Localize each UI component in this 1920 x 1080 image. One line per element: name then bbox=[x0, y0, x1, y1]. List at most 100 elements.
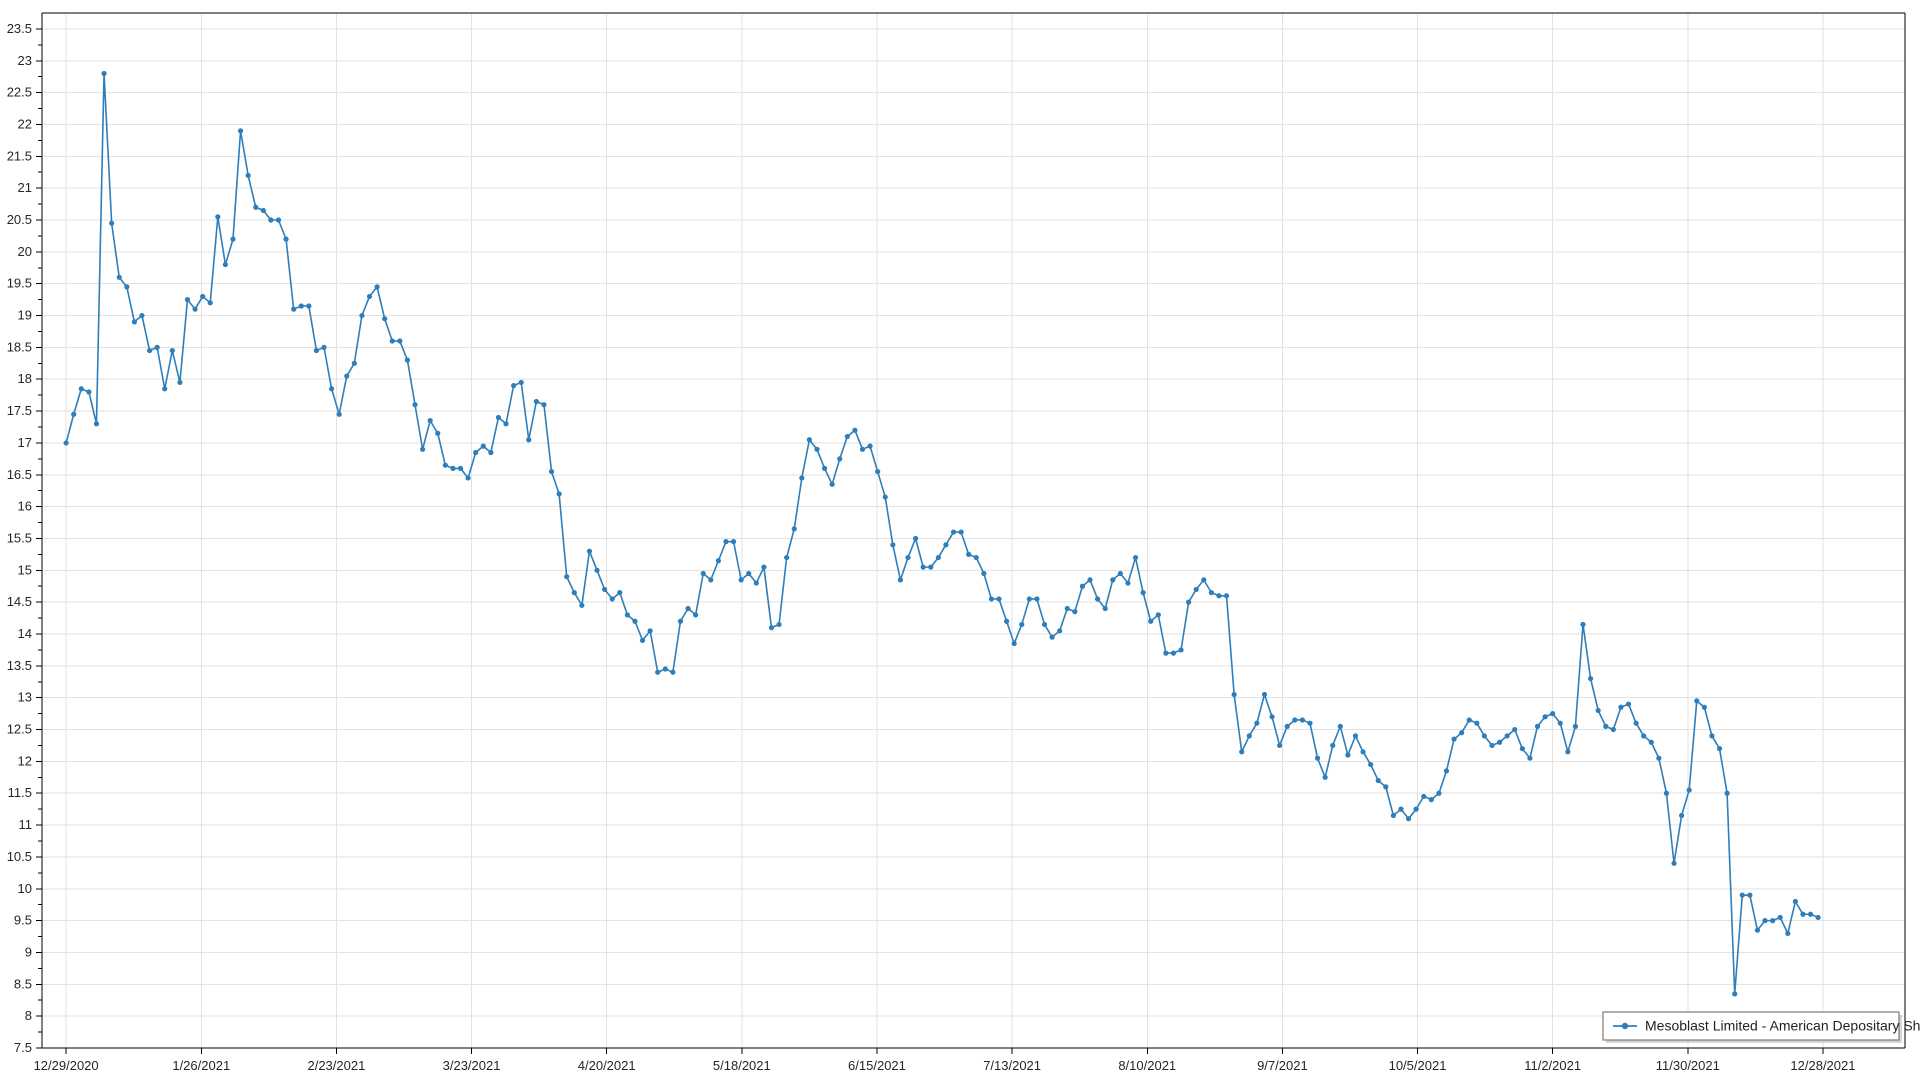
data-point[interactable]: Mesoblast Limited - American Depositary … bbox=[169, 347, 175, 354]
data-point[interactable]: Mesoblast Limited - American Depositary … bbox=[1496, 739, 1503, 745]
data-point[interactable]: Mesoblast Limited - American Depositary … bbox=[442, 462, 448, 468]
data-point[interactable]: Mesoblast Limited - American Depositary … bbox=[1004, 618, 1010, 624]
data-point[interactable]: Mesoblast Limited - American Depositary … bbox=[609, 596, 615, 602]
data-point[interactable]: Mesoblast Limited - American Depositary … bbox=[1701, 704, 1707, 710]
data-point[interactable]: Mesoblast Limited - American Depositary … bbox=[548, 468, 555, 475]
data-point[interactable]: Mesoblast Limited - American Depositary … bbox=[1603, 723, 1609, 729]
data-point[interactable]: Mesoblast Limited - American Depositary … bbox=[1216, 593, 1222, 599]
data-point[interactable]: Mesoblast Limited - American Depositary … bbox=[897, 577, 904, 583]
data-point[interactable]: Mesoblast Limited - American Depositary … bbox=[821, 465, 828, 471]
data-point[interactable]: Mesoblast Limited - American Depositary … bbox=[784, 554, 790, 561]
data-point[interactable]: Mesoblast Limited - American Depositary … bbox=[1231, 691, 1237, 698]
data-point[interactable]: Mesoblast Limited - American Depositary … bbox=[1360, 749, 1366, 755]
data-point[interactable]: Mesoblast Limited - American Depositary … bbox=[116, 274, 122, 280]
data-point[interactable]: Mesoblast Limited - American Depositary … bbox=[1079, 583, 1086, 589]
data-point[interactable]: Mesoblast Limited - American Depositary … bbox=[1656, 755, 1662, 761]
data-point[interactable]: Mesoblast Limited - American Depositary … bbox=[556, 491, 562, 497]
data-point[interactable]: Mesoblast Limited - American Depositary … bbox=[738, 577, 744, 583]
data-point[interactable]: Mesoblast Limited - American Depositary … bbox=[981, 570, 987, 577]
data-point[interactable]: Mesoblast Limited - American Depositary … bbox=[1527, 755, 1533, 761]
data-point[interactable]: Mesoblast Limited - American Depositary … bbox=[328, 386, 335, 392]
data-point[interactable]: Mesoblast Limited - American Depositary … bbox=[700, 570, 706, 577]
data-point[interactable]: Mesoblast Limited - American Depositary … bbox=[935, 554, 941, 561]
data-point[interactable]: Mesoblast Limited - American Depositary … bbox=[1739, 892, 1745, 898]
data-point[interactable]: Mesoblast Limited - American Depositary … bbox=[511, 383, 517, 389]
data-point[interactable]: Mesoblast Limited - American Depositary … bbox=[776, 621, 782, 628]
data-point[interactable]: Mesoblast Limited - American Depositary … bbox=[1307, 720, 1313, 726]
data-point[interactable]: Mesoblast Limited - American Depositary … bbox=[124, 284, 130, 290]
data-point[interactable]: Mesoblast Limited - American Depositary … bbox=[677, 618, 684, 624]
data-point[interactable]: Mesoblast Limited - American Depositary … bbox=[685, 605, 691, 612]
data-point[interactable]: Mesoblast Limited - American Depositary … bbox=[1239, 749, 1245, 755]
data-point[interactable]: Mesoblast Limited - American Depositary … bbox=[200, 293, 206, 300]
data-point[interactable]: Mesoblast Limited - American Depositary … bbox=[1277, 742, 1283, 749]
data-point[interactable]: Mesoblast Limited - American Depositary … bbox=[1572, 723, 1579, 729]
data-point[interactable]: Mesoblast Limited - American Depositary … bbox=[162, 386, 168, 392]
data-series[interactable]: Mesoblast Limited - American Depositary … bbox=[63, 70, 1821, 997]
data-point[interactable]: Mesoblast Limited - American Depositary … bbox=[852, 427, 858, 433]
data-point[interactable]: Mesoblast Limited - American Depositary … bbox=[912, 535, 919, 542]
data-point[interactable]: Mesoblast Limited - American Depositary … bbox=[503, 421, 509, 427]
data-point[interactable]: Mesoblast Limited - American Depositary … bbox=[245, 172, 251, 179]
data-point[interactable]: Mesoblast Limited - American Depositary … bbox=[1345, 752, 1351, 758]
data-point[interactable]: Mesoblast Limited - American Depositary … bbox=[488, 449, 494, 456]
data-point[interactable]: Mesoblast Limited - American Depositary … bbox=[859, 446, 866, 452]
data-point[interactable]: Mesoblast Limited - American Depositary … bbox=[495, 414, 502, 421]
data-point[interactable]: Mesoblast Limited - American Depositary … bbox=[1337, 723, 1343, 729]
data-point[interactable]: Mesoblast Limited - American Depositary … bbox=[1292, 717, 1298, 723]
data-point[interactable]: Mesoblast Limited - American Depositary … bbox=[1762, 918, 1768, 924]
data-point[interactable]: Mesoblast Limited - American Depositary … bbox=[1155, 612, 1161, 618]
data-point[interactable]: Mesoblast Limited - American Depositary … bbox=[473, 449, 479, 456]
data-point[interactable]: Mesoblast Limited - American Depositary … bbox=[639, 637, 646, 643]
data-point[interactable]: Mesoblast Limited - American Depositary … bbox=[1140, 590, 1146, 596]
data-point[interactable]: Mesoblast Limited - American Depositary … bbox=[1800, 911, 1806, 917]
data-point[interactable]: Mesoblast Limited - American Depositary … bbox=[594, 567, 600, 573]
data-point[interactable]: Mesoblast Limited - American Depositary … bbox=[1170, 650, 1177, 656]
data-point[interactable]: Mesoblast Limited - American Depositary … bbox=[1747, 892, 1753, 898]
data-point[interactable]: Mesoblast Limited - American Depositary … bbox=[351, 360, 357, 366]
data-point[interactable]: Mesoblast Limited - American Depositary … bbox=[1049, 634, 1055, 640]
data-point[interactable]: Mesoblast Limited - American Depositary … bbox=[1026, 596, 1032, 602]
data-point[interactable]: Mesoblast Limited - American Depositary … bbox=[1284, 723, 1290, 729]
data-point[interactable]: Mesoblast Limited - American Depositary … bbox=[1489, 742, 1495, 749]
data-point[interactable]: Mesoblast Limited - American Depositary … bbox=[958, 529, 964, 535]
data-point[interactable]: Mesoblast Limited - American Depositary … bbox=[1610, 726, 1616, 733]
data-point[interactable]: Mesoblast Limited - American Depositary … bbox=[1246, 733, 1252, 739]
data-point[interactable]: Mesoblast Limited - American Depositary … bbox=[1163, 650, 1169, 656]
data-point[interactable]: Mesoblast Limited - American Depositary … bbox=[382, 316, 388, 322]
data-point[interactable]: Mesoblast Limited - American Depositary … bbox=[1019, 621, 1025, 628]
data-point[interactable]: Mesoblast Limited - American Depositary … bbox=[973, 554, 979, 561]
data-point[interactable]: Mesoblast Limited - American Depositary … bbox=[230, 236, 236, 242]
data-point[interactable]: Mesoblast Limited - American Depositary … bbox=[1550, 711, 1556, 717]
data-point[interactable]: Mesoblast Limited - American Depositary … bbox=[1504, 733, 1510, 739]
data-point[interactable]: Mesoblast Limited - American Depositary … bbox=[260, 207, 266, 214]
data-point[interactable]: Mesoblast Limited - American Depositary … bbox=[1587, 675, 1594, 682]
data-point[interactable]: Mesoblast Limited - American Depositary … bbox=[1110, 577, 1116, 583]
data-point[interactable]: Mesoblast Limited - American Depositary … bbox=[154, 344, 160, 350]
data-point[interactable]: Mesoblast Limited - American Depositary … bbox=[1595, 707, 1601, 714]
data-point[interactable]: Mesoblast Limited - American Depositary … bbox=[875, 468, 881, 475]
data-point[interactable]: Mesoblast Limited - American Depositary … bbox=[533, 398, 539, 405]
data-point[interactable]: Mesoblast Limited - American Depositary … bbox=[1792, 898, 1798, 905]
data-point[interactable]: Mesoblast Limited - American Depositary … bbox=[109, 220, 115, 226]
data-point[interactable]: Mesoblast Limited - American Depositary … bbox=[359, 312, 365, 319]
data-point[interactable]: Mesoblast Limited - American Depositary … bbox=[693, 612, 699, 618]
data-point[interactable]: Mesoblast Limited - American Depositary … bbox=[222, 261, 228, 268]
data-point[interactable]: Mesoblast Limited - American Depositary … bbox=[1352, 733, 1359, 739]
data-point[interactable]: Mesoblast Limited - American Depositary … bbox=[1709, 733, 1715, 739]
data-point[interactable]: Mesoblast Limited - American Depositary … bbox=[1770, 918, 1776, 924]
data-point[interactable]: Mesoblast Limited - American Depositary … bbox=[306, 303, 312, 309]
data-point[interactable]: Mesoblast Limited - American Depositary … bbox=[761, 564, 767, 570]
data-point[interactable]: Mesoblast Limited - American Depositary … bbox=[344, 373, 350, 379]
data-point[interactable]: Mesoblast Limited - American Depositary … bbox=[586, 548, 593, 554]
data-point[interactable]: Mesoblast Limited - American Depositary … bbox=[321, 344, 327, 350]
data-point[interactable]: Mesoblast Limited - American Depositary … bbox=[1633, 720, 1639, 726]
data-point[interactable]: Mesoblast Limited - American Depositary … bbox=[268, 217, 274, 223]
data-point[interactable]: Mesoblast Limited - American Depositary … bbox=[1132, 554, 1139, 561]
data-point[interactable]: Mesoblast Limited - American Depositary … bbox=[275, 217, 282, 223]
data-point[interactable]: Mesoblast Limited - American Depositary … bbox=[1428, 797, 1434, 803]
data-point[interactable]: Mesoblast Limited - American Depositary … bbox=[1413, 806, 1419, 812]
data-point[interactable]: Mesoblast Limited - American Depositary … bbox=[1148, 618, 1154, 624]
data-point[interactable]: Mesoblast Limited - American Depositary … bbox=[1565, 749, 1571, 755]
data-point[interactable]: Mesoblast Limited - American Depositary … bbox=[93, 421, 100, 427]
